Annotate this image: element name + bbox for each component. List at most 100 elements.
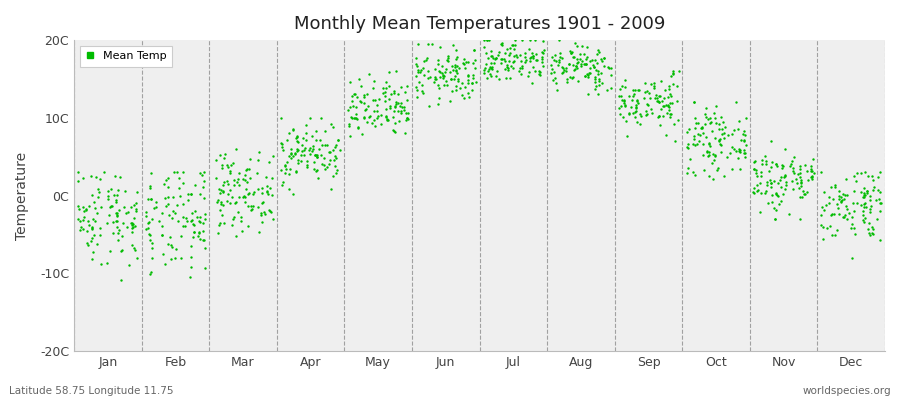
- Point: [552, 58, 566, 65]
- Point: [481, 55, 495, 61]
- Point: [185, 217, 200, 224]
- Point: [290, 133, 304, 140]
- Point: [666, 70, 680, 77]
- Point: [127, 215, 141, 221]
- Point: [480, 74, 494, 81]
- Point: [343, 79, 357, 85]
- Point: [532, 68, 546, 74]
- Point: [289, 169, 303, 175]
- Point: [140, 225, 155, 232]
- Point: [288, 150, 302, 156]
- Point: [350, 124, 365, 130]
- Point: [873, 200, 887, 206]
- Point: [328, 155, 343, 162]
- Point: [383, 90, 398, 97]
- Point: [274, 140, 289, 147]
- Point: [859, 204, 873, 210]
- Point: [187, 229, 202, 235]
- Point: [235, 228, 249, 234]
- Point: [582, 69, 597, 76]
- Point: [284, 166, 298, 172]
- Point: [299, 122, 313, 128]
- Point: [93, 225, 107, 231]
- Point: [480, 37, 494, 44]
- Point: [129, 206, 143, 212]
- Point: [318, 155, 332, 162]
- Point: [762, 168, 777, 175]
- Point: [282, 186, 296, 192]
- Point: [454, 80, 469, 86]
- Point: [536, 37, 551, 44]
- Point: [856, 194, 870, 200]
- Point: [523, 58, 537, 64]
- Point: [451, 78, 465, 84]
- Point: [100, 260, 114, 266]
- Point: [480, 50, 494, 56]
- Point: [484, 60, 499, 66]
- Point: [560, 76, 574, 83]
- Point: [793, 170, 807, 176]
- Point: [580, 54, 594, 60]
- Point: [307, 166, 321, 172]
- Point: [628, 113, 643, 120]
- Point: [570, 60, 584, 66]
- Point: [478, 65, 492, 72]
- Point: [597, 55, 611, 61]
- Point: [125, 222, 140, 228]
- Point: [241, 223, 256, 229]
- Point: [418, 72, 432, 79]
- Point: [243, 156, 257, 162]
- Point: [258, 210, 273, 217]
- Point: [502, 58, 517, 64]
- Point: [401, 110, 416, 117]
- Point: [535, 49, 549, 55]
- Point: [734, 148, 748, 155]
- Point: [688, 115, 702, 122]
- Point: [764, 180, 778, 187]
- Point: [858, 192, 872, 199]
- Point: [854, 189, 868, 196]
- Point: [112, 227, 126, 233]
- Point: [411, 69, 426, 75]
- Point: [240, 166, 255, 172]
- Point: [348, 91, 363, 97]
- Point: [198, 245, 212, 251]
- Point: [192, 229, 206, 236]
- Point: [857, 200, 871, 207]
- Point: [112, 207, 127, 213]
- Point: [436, 72, 450, 79]
- Point: [626, 110, 640, 116]
- Point: [805, 166, 819, 172]
- Point: [850, 170, 865, 176]
- Point: [186, 234, 201, 240]
- Point: [591, 76, 606, 82]
- Point: [158, 195, 172, 202]
- Point: [232, 194, 247, 200]
- Point: [222, 170, 237, 176]
- Point: [717, 134, 732, 141]
- Point: [104, 203, 119, 209]
- Point: [293, 158, 308, 165]
- Point: [260, 189, 274, 195]
- Point: [518, 57, 533, 64]
- Point: [87, 204, 102, 211]
- Point: [663, 100, 678, 107]
- Point: [210, 199, 224, 205]
- Point: [393, 108, 408, 114]
- Point: [863, 206, 878, 212]
- Text: Latitude 58.75 Longitude 11.75: Latitude 58.75 Longitude 11.75: [9, 386, 174, 396]
- Point: [555, 69, 570, 75]
- Point: [769, 216, 783, 222]
- Point: [184, 243, 198, 249]
- Point: [732, 148, 746, 154]
- Point: [601, 65, 616, 72]
- Point: [109, 224, 123, 230]
- Point: [164, 256, 178, 262]
- Point: [457, 56, 472, 62]
- Point: [656, 112, 670, 119]
- Point: [816, 236, 831, 242]
- Point: [192, 218, 206, 224]
- Point: [342, 133, 356, 139]
- Point: [90, 240, 104, 247]
- Point: [799, 168, 814, 174]
